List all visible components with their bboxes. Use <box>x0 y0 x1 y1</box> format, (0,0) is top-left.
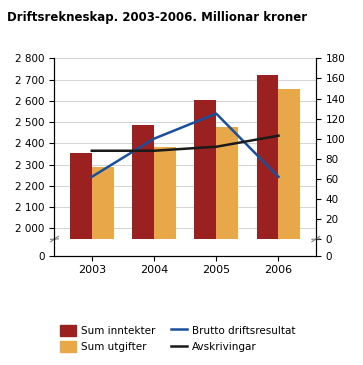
Bar <box>257 76 278 365</box>
Bar <box>278 89 300 365</box>
Bar <box>216 127 238 365</box>
Bar <box>132 125 154 365</box>
Bar <box>195 100 216 365</box>
Legend: Sum inntekter, Sum utgifter, Brutto driftsresultat, Avskrivingar: Sum inntekter, Sum utgifter, Brutto drif… <box>56 321 299 356</box>
Bar <box>154 147 176 365</box>
Bar <box>70 153 92 365</box>
Bar <box>92 167 114 365</box>
Text: Driftsrekneskap. 2003-2006. Millionar kroner: Driftsrekneskap. 2003-2006. Millionar kr… <box>7 11 307 24</box>
